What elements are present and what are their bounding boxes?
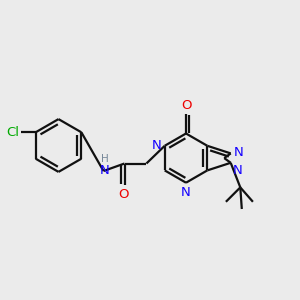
Text: N: N [181,186,190,199]
Text: N: N [152,139,162,152]
Text: H: H [101,154,109,164]
Text: N: N [233,164,243,177]
Text: O: O [119,188,129,201]
Text: N: N [234,146,244,159]
Text: N: N [100,164,110,178]
Text: O: O [181,99,191,112]
Text: Cl: Cl [6,126,20,139]
